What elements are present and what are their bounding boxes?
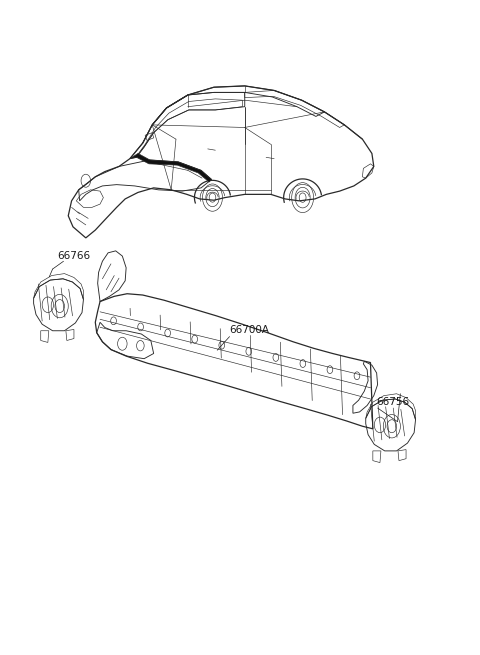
Polygon shape	[130, 153, 212, 182]
Text: 66700A: 66700A	[229, 326, 270, 335]
Text: 66766: 66766	[57, 251, 90, 261]
Text: 66756: 66756	[377, 397, 410, 407]
